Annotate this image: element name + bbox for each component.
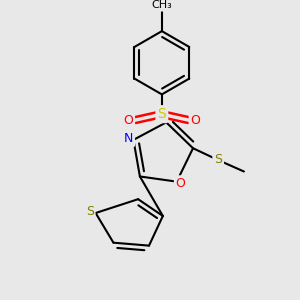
Text: O: O — [176, 177, 186, 190]
Text: S: S — [158, 107, 166, 121]
Text: S: S — [214, 153, 222, 166]
Text: S: S — [86, 205, 94, 218]
Text: CH₃: CH₃ — [152, 0, 172, 11]
Text: O: O — [123, 114, 133, 127]
Text: O: O — [190, 114, 200, 127]
Text: N: N — [124, 132, 133, 146]
